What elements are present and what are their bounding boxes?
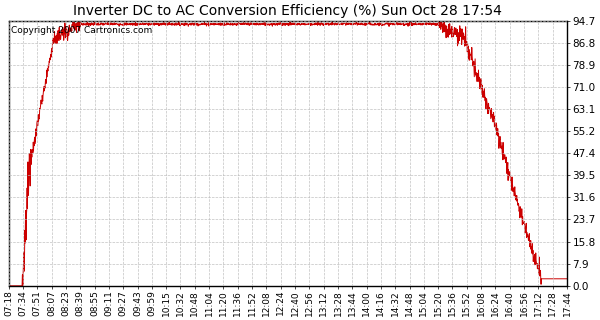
Title: Inverter DC to AC Conversion Efficiency (%) Sun Oct 28 17:54: Inverter DC to AC Conversion Efficiency … — [73, 4, 502, 18]
Text: Copyright 2007 Cartronics.com: Copyright 2007 Cartronics.com — [11, 26, 153, 35]
